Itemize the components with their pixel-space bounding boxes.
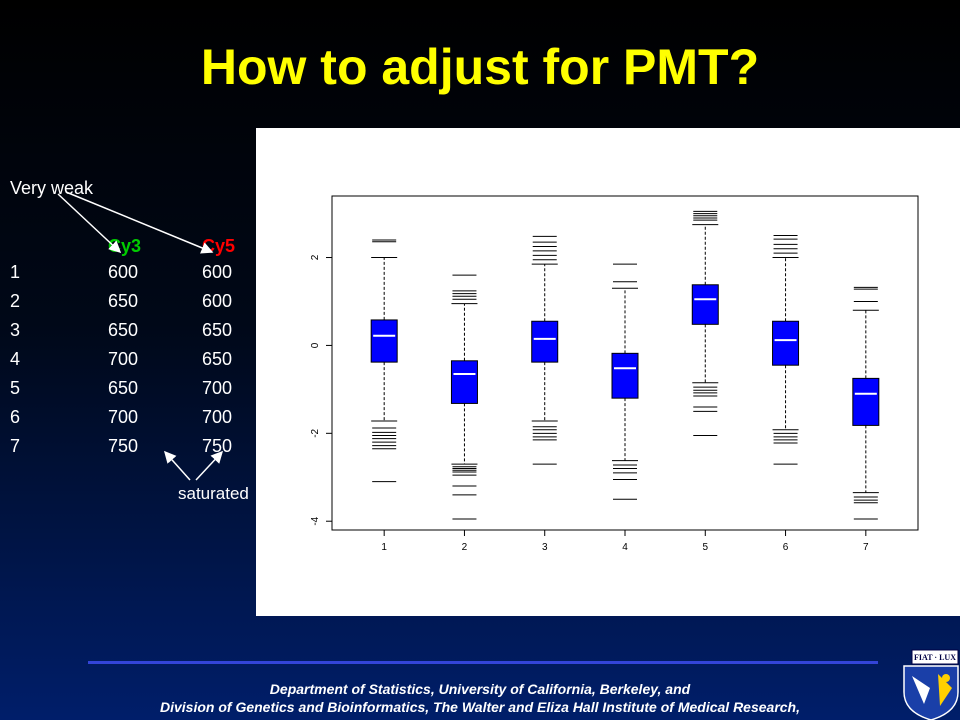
table-cell-cy5: 600 [202, 262, 233, 282]
table-cell-cy3: 600 [108, 262, 139, 282]
x-tick-label: 2 [462, 542, 468, 553]
x-tick-label: 4 [622, 542, 628, 553]
boxplot-chart: -4 -2 0 2 1 2 3 4 5 6 7 [310, 195, 919, 553]
footer-rule [88, 661, 878, 664]
box-7 [852, 377, 880, 426]
slide-title: How to adjust for PMT? [200, 39, 760, 95]
table-cell-index: 3 [10, 320, 21, 340]
table-cell-cy5: 700 [202, 407, 233, 427]
table-cell-cy3: 650 [108, 291, 139, 311]
x-tick-label: 6 [783, 542, 789, 553]
annotation-saturated: saturated [178, 484, 249, 503]
table-cell-index: 2 [10, 291, 21, 311]
box-5 [691, 284, 719, 325]
arrow-saturated-to-cy5 [195, 450, 224, 481]
table-cell-index: 7 [10, 436, 21, 456]
x-tick-label: 5 [702, 542, 708, 553]
table-cell-index: 4 [10, 349, 21, 369]
box-4 [611, 352, 639, 399]
x-tick-label: 3 [542, 542, 548, 553]
table-cell-cy5: 650 [202, 349, 233, 369]
table-cell-cy5: 650 [202, 320, 233, 340]
table-cell-index: 1 [10, 262, 21, 282]
y-tick-label: -4 [310, 516, 321, 525]
box-1 [370, 319, 398, 363]
x-tick-label: 1 [381, 542, 387, 553]
box-2 [450, 360, 478, 404]
svg-text:FIAT · LUX: FIAT · LUX [914, 653, 956, 662]
y-tick-label: -2 [310, 428, 321, 437]
box-3 [531, 320, 559, 363]
table-cell-cy5: 600 [202, 291, 233, 311]
column-header-cy3: Cy3 [108, 236, 142, 256]
table-cell-cy5: 700 [202, 378, 233, 398]
footer-line-1: Department of Statistics, University of … [269, 681, 691, 697]
table-cell-cy3: 650 [108, 378, 139, 398]
arrow-saturated-to-cy3 [164, 450, 191, 481]
column-header-cy5: Cy5 [202, 236, 236, 256]
table-cell-cy3: 700 [108, 349, 139, 369]
box-6 [772, 320, 800, 366]
annotation-very-weak: Very weak [10, 178, 94, 198]
footer-line-2: Division of Genetics and Bioinformatics,… [160, 699, 800, 715]
table-cell-index: 5 [10, 378, 21, 398]
x-tick-label: 7 [863, 542, 869, 553]
y-tick-label: 2 [310, 254, 321, 260]
table-cell-cy3: 650 [108, 320, 139, 340]
table-cell-cy5: 750 [202, 436, 233, 456]
table-cell-cy3: 750 [108, 436, 139, 456]
y-tick-label: 0 [310, 342, 321, 348]
table-cell-cy3: 700 [108, 407, 139, 427]
table-cell-index: 6 [10, 407, 21, 427]
university-crest-logo: FIAT · LUX [903, 649, 959, 720]
boxplot-panel: -4 -2 0 2 1 2 3 4 5 6 7 [256, 128, 960, 616]
